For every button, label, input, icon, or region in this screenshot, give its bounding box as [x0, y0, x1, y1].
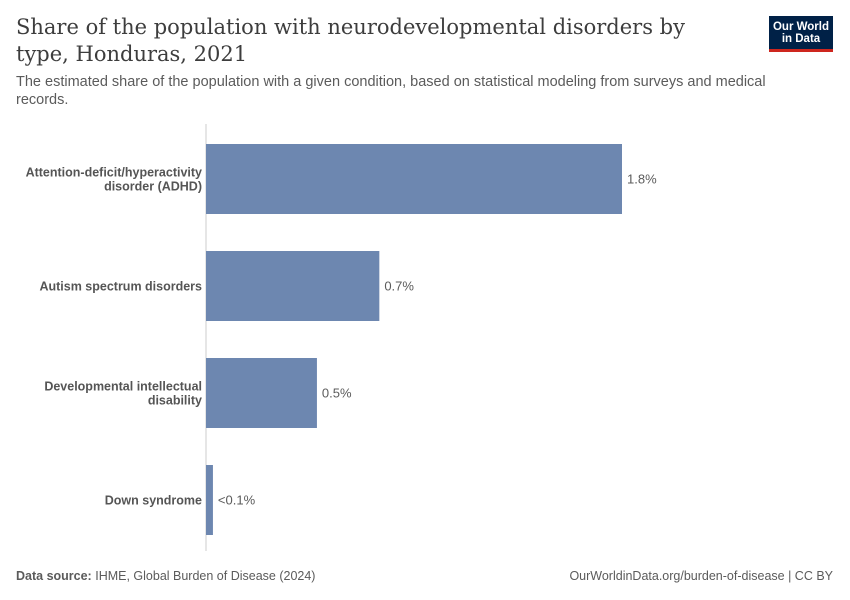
- source-text[interactable]: IHME, Global Burden of Disease (2024): [95, 569, 316, 583]
- category-label: Down syndrome: [105, 494, 202, 508]
- data-source: Data source: IHME, Global Burden of Dise…: [16, 569, 315, 583]
- bar[interactable]: [206, 251, 380, 321]
- bar[interactable]: [206, 358, 317, 428]
- data-label: 0.5%: [322, 386, 352, 401]
- data-label: 1.8%: [627, 172, 657, 187]
- category-label: Developmental intellectual: [44, 380, 202, 394]
- chart-title: Share of the population with neurodevelo…: [16, 15, 685, 66]
- chart-subtitle: The estimated share of the population wi…: [16, 74, 766, 108]
- data-label: <0.1%: [218, 493, 256, 508]
- source-label: Data source:: [16, 569, 92, 583]
- owid-logo[interactable]: Our World in Data: [769, 16, 833, 52]
- bar[interactable]: [206, 465, 213, 535]
- category-label: Attention-deficit/hyperactivity: [26, 166, 202, 180]
- category-label: disorder (ADHD): [104, 180, 202, 194]
- category-label: disability: [148, 394, 202, 408]
- bar[interactable]: [206, 144, 622, 214]
- footer-link[interactable]: OurWorldinData.org/burden-of-disease | C…: [569, 569, 833, 583]
- data-label: 0.7%: [384, 279, 414, 294]
- category-label: Autism spectrum disorders: [39, 280, 202, 294]
